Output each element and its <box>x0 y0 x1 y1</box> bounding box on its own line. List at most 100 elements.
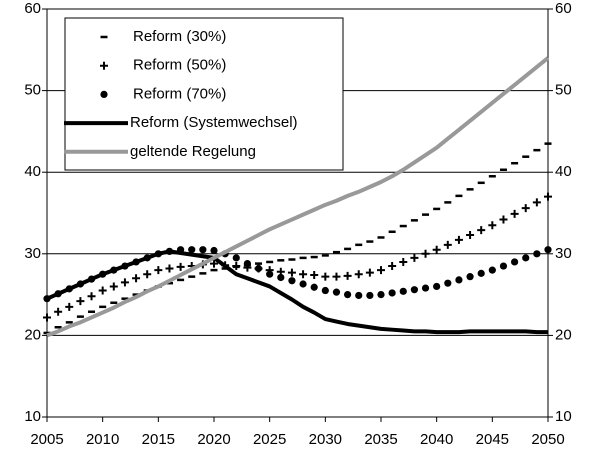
dot-marker <box>433 282 441 291</box>
plus-marker <box>432 245 441 254</box>
dot-marker <box>544 246 552 254</box>
plus-marker <box>544 192 552 201</box>
dot-marker <box>277 273 285 282</box>
y-tick-label: 20 <box>24 326 41 343</box>
dot-marker <box>533 250 541 258</box>
plus-marker <box>132 274 141 283</box>
plus-marker <box>165 264 174 273</box>
y2-tick-label: 20 <box>555 326 572 343</box>
dot-marker <box>299 280 307 288</box>
dot-marker <box>388 289 396 297</box>
plus-marker <box>54 307 63 316</box>
x-tick-label: 2030 <box>309 431 342 448</box>
dot-marker <box>243 259 251 268</box>
dot-marker <box>310 283 318 291</box>
dot-marker <box>188 246 196 254</box>
plus-marker <box>332 272 341 281</box>
dot-marker <box>444 279 452 287</box>
dot-marker <box>232 254 240 262</box>
dot-marker <box>477 269 485 277</box>
x-tick-label: 2040 <box>420 431 453 448</box>
dot-marker <box>421 284 430 292</box>
legend-label: Reform (Systemwechsel) <box>130 114 298 131</box>
plus-marker <box>421 249 430 258</box>
dot-marker <box>466 273 474 281</box>
y2-tick-label: 50 <box>555 82 572 99</box>
dot-marker <box>522 254 530 262</box>
plus-marker <box>443 240 452 249</box>
x-tick-label: 2020 <box>197 431 230 448</box>
plus-marker <box>321 272 330 281</box>
y-tick-label: 10 <box>24 408 41 425</box>
plus-marker <box>120 278 129 287</box>
plus-marker <box>210 259 218 268</box>
plus-marker <box>176 262 185 271</box>
dot-marker <box>288 277 296 285</box>
x-tick-label: 2015 <box>142 431 175 448</box>
dot-marker <box>254 264 263 273</box>
dot-marker <box>355 291 363 300</box>
y-tick-label: 30 <box>24 245 41 262</box>
dot-marker <box>455 276 463 284</box>
plus-marker <box>410 253 419 262</box>
dot-marker <box>332 288 341 296</box>
plus-marker <box>510 209 519 218</box>
x-tick-label: 2025 <box>253 431 286 448</box>
plus-marker <box>100 61 108 70</box>
y2-tick-label: 40 <box>555 163 572 180</box>
plus-marker <box>287 268 296 277</box>
plus-marker <box>76 297 85 306</box>
x-tick-label: 2010 <box>86 431 119 448</box>
y2-tick-label: 30 <box>555 245 572 262</box>
plus-marker <box>377 266 385 275</box>
legend-box <box>64 17 344 171</box>
plus-marker <box>299 270 308 279</box>
plus-marker <box>521 204 530 213</box>
x-tick-label: 2050 <box>531 431 564 448</box>
dot-marker <box>321 286 329 295</box>
plus-marker <box>532 198 541 207</box>
plus-marker <box>310 271 319 280</box>
dot-marker <box>366 291 374 300</box>
y-tick-label: 60 <box>24 0 41 17</box>
plus-marker <box>232 262 241 271</box>
dot-marker <box>488 266 496 274</box>
plus-marker <box>98 286 107 295</box>
dot-marker <box>399 287 407 295</box>
dot-marker <box>199 246 207 254</box>
plus-marker <box>65 302 74 311</box>
legend-label: Reform (30%) <box>133 28 226 45</box>
dot-marker <box>100 90 108 98</box>
plus-marker <box>454 235 463 244</box>
legend: Reform (30%) Reform (50%) Reform (70%) Refo… <box>64 17 344 171</box>
dot-marker <box>499 262 508 270</box>
dot-marker <box>410 286 418 294</box>
dot-marker <box>510 258 519 266</box>
legend-label: Reform (50%) <box>133 57 226 74</box>
plus-marker <box>477 226 486 235</box>
plus-marker <box>87 292 96 301</box>
plus-marker <box>343 271 352 280</box>
plus-marker <box>154 266 163 275</box>
dot-marker <box>344 291 352 299</box>
dot-marker <box>377 291 385 299</box>
series-line <box>46 56 550 338</box>
legend-label: Reform (70%) <box>133 85 226 102</box>
dot-marker <box>266 270 274 278</box>
y-tick-label: 40 <box>24 163 41 180</box>
legend-label: geltende Regelung <box>130 143 256 160</box>
plus-marker <box>466 231 475 240</box>
y2-tick-label: 60 <box>555 0 572 17</box>
y-tick-label: 50 <box>24 82 41 99</box>
dot-marker <box>210 246 218 255</box>
plus-marker <box>354 270 363 279</box>
x-tick-label: 2035 <box>364 431 397 448</box>
plus-marker <box>43 313 51 322</box>
plus-marker <box>399 257 408 266</box>
plus-marker <box>365 268 374 277</box>
series-line <box>46 249 548 335</box>
x-tick-label: 2045 <box>476 431 509 448</box>
plus-marker <box>488 221 497 230</box>
y2-tick-label: 10 <box>555 408 572 425</box>
